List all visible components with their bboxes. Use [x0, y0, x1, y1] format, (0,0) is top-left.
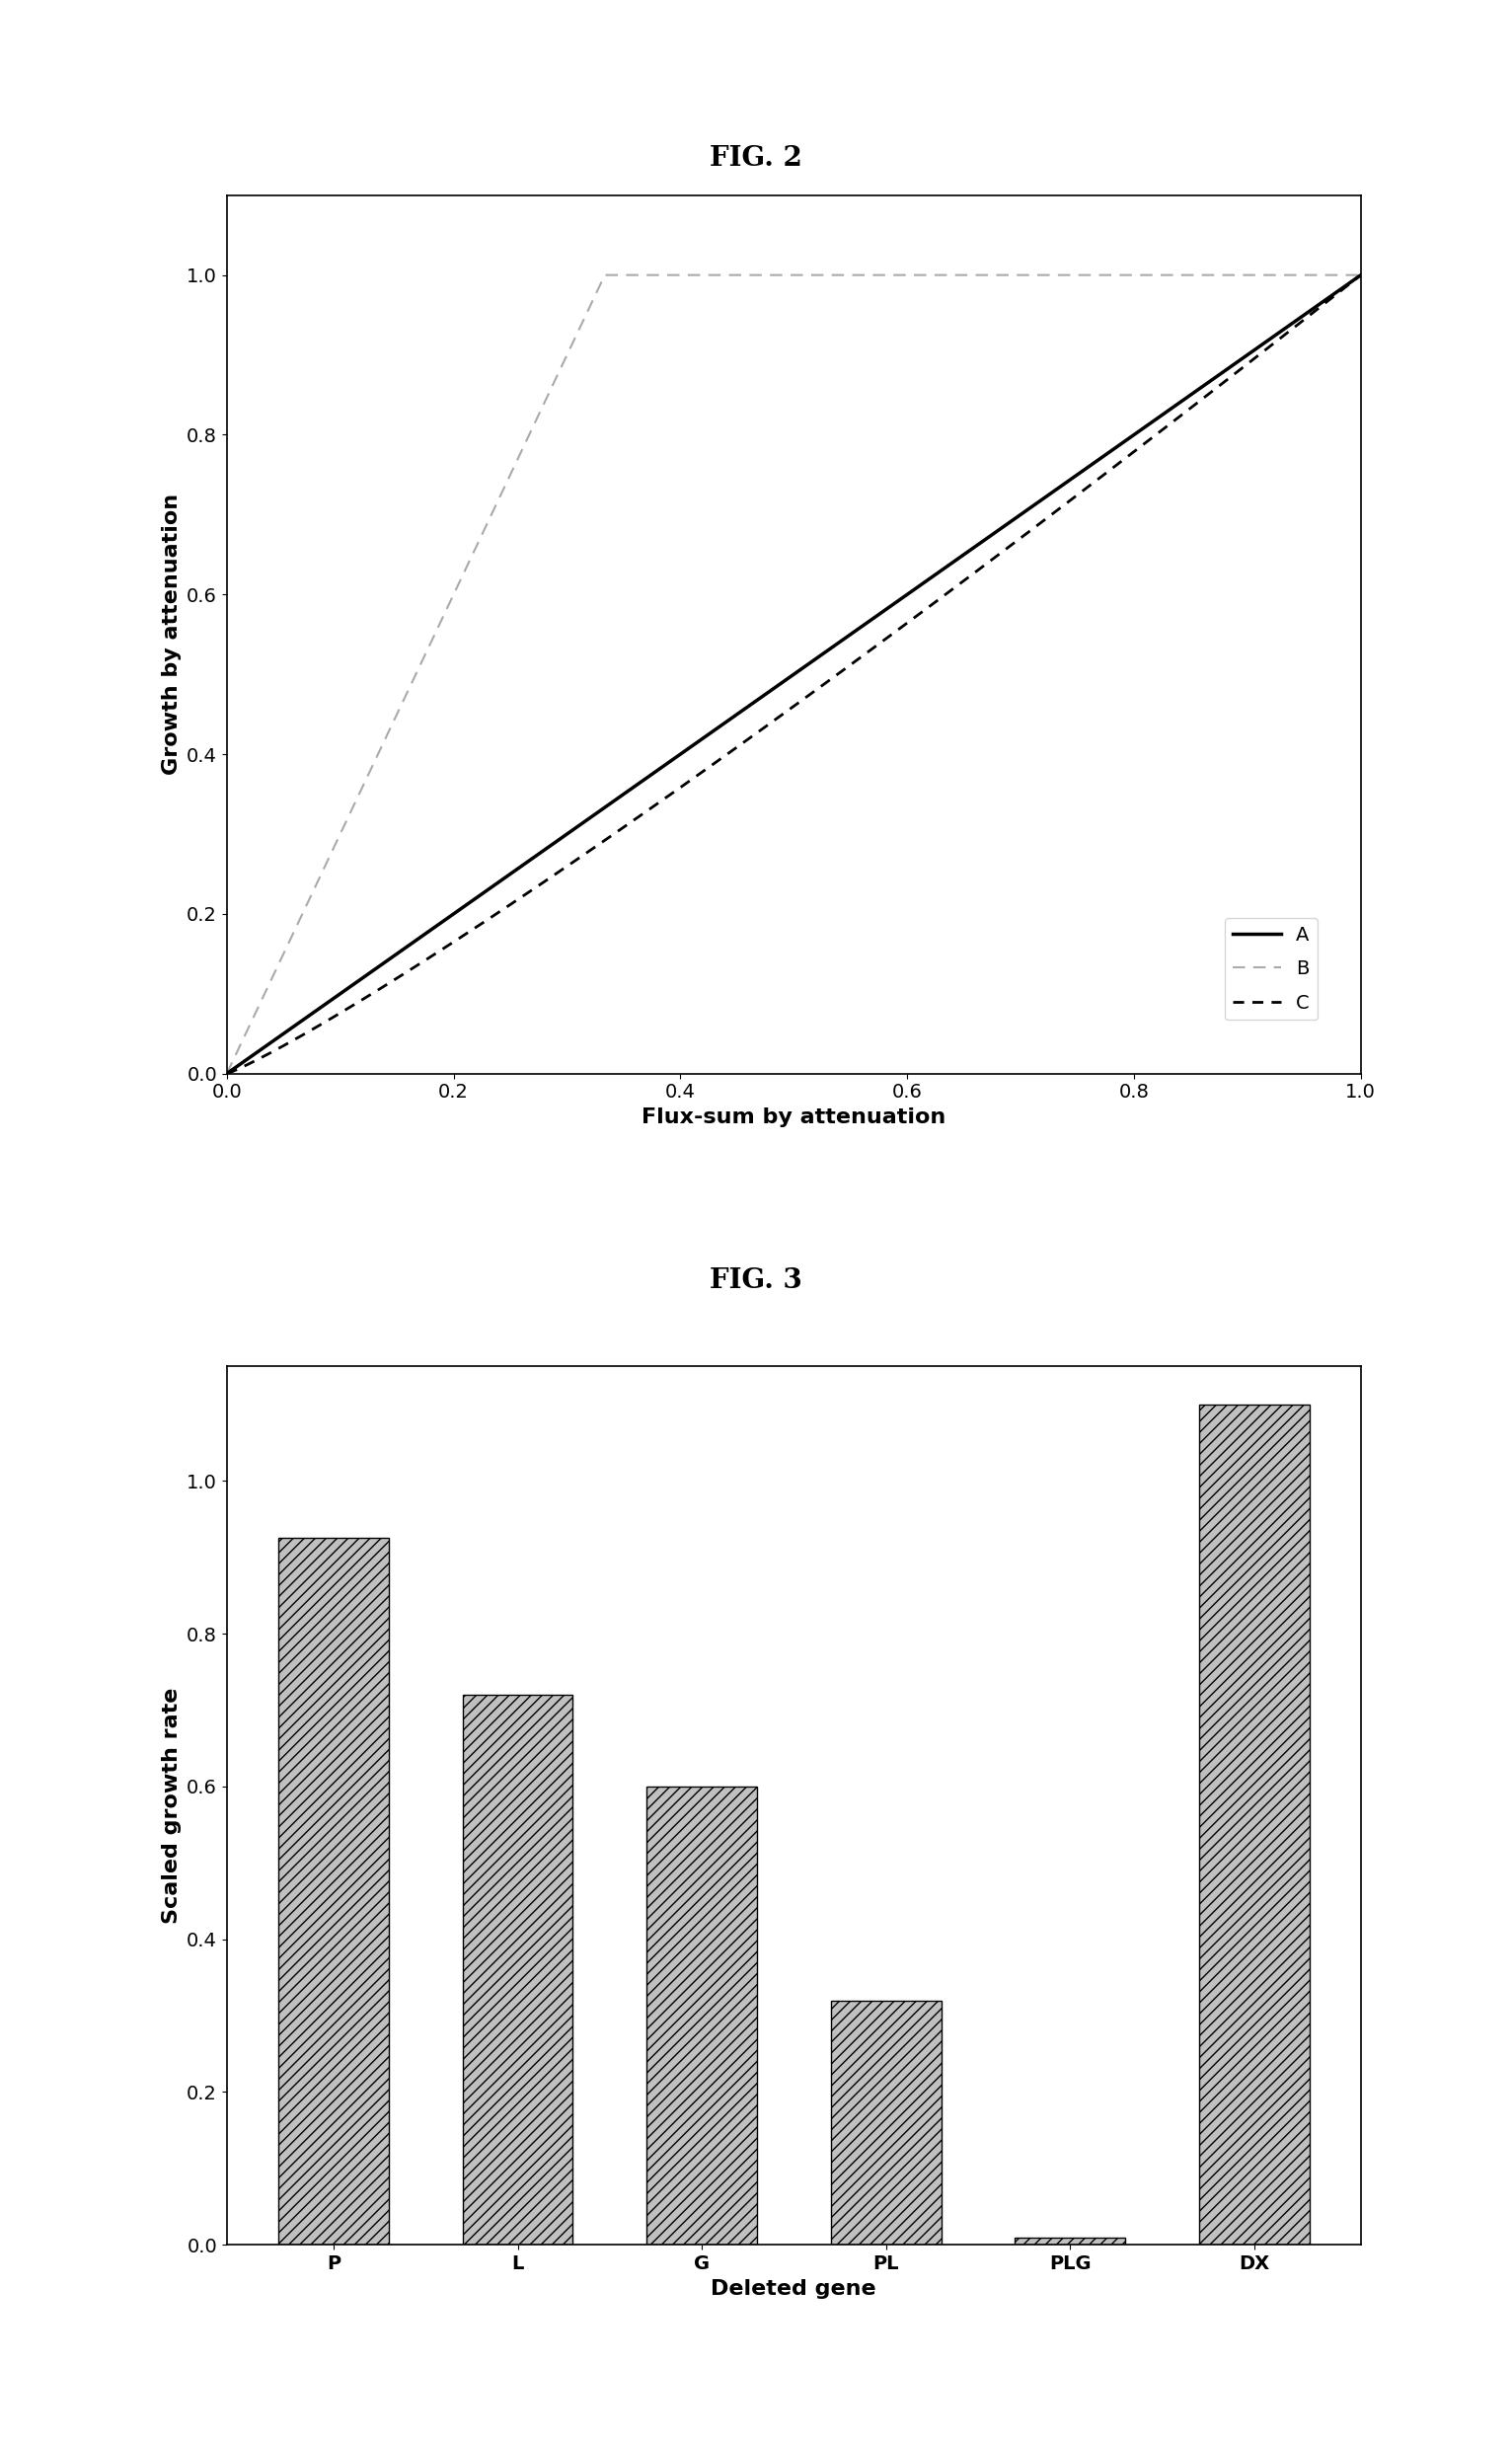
- Bar: [278, 1537, 389, 2245]
- Bar: [1015, 2237, 1125, 2245]
- Bar: [830, 2001, 940, 2245]
- X-axis label: Flux-sum by attenuation: Flux-sum by attenuation: [641, 1108, 947, 1127]
- Y-axis label: Scaled growth rate: Scaled growth rate: [162, 1688, 181, 1923]
- Bar: [647, 1786, 758, 2245]
- Bar: [463, 1696, 573, 2245]
- Y-axis label: Growth by attenuation: Growth by attenuation: [162, 493, 181, 776]
- Text: FIG. 2: FIG. 2: [709, 146, 803, 171]
- Bar: [1199, 1405, 1309, 2245]
- X-axis label: Deleted gene: Deleted gene: [711, 2279, 877, 2298]
- Text: FIG. 3: FIG. 3: [709, 1269, 803, 1293]
- Legend: A, B, C: A, B, C: [1225, 917, 1317, 1020]
